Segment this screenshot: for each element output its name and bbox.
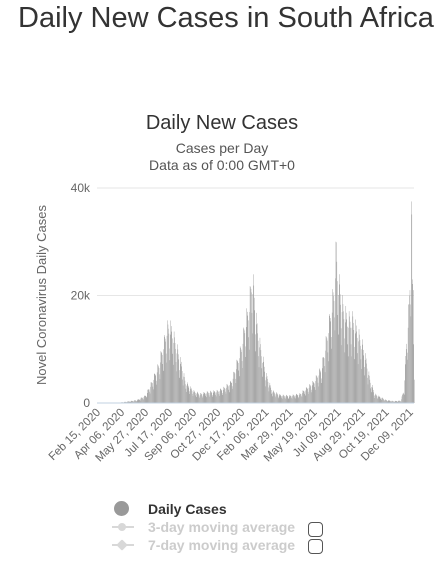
legend-line-diamond-icon — [112, 537, 142, 553]
y-tick-label: 0 — [83, 396, 90, 410]
chart-subtitle-line-2: Data as of 0:00 GMT+0 — [149, 157, 295, 173]
toggle-3-day-average-checkbox[interactable] — [308, 522, 323, 537]
daily-cases-chart: Daily New Cases Cases per Day Data as of… — [34, 112, 416, 465]
y-tick-label: 40k — [71, 181, 91, 195]
chart-legend: Daily Cases 3-day moving average 7-day m… — [112, 500, 432, 554]
legend-label-7-day-average: 7-day moving average — [148, 537, 296, 553]
legend-label-daily-cases: Daily Cases — [148, 501, 227, 517]
chart-title: Daily New Cases — [146, 112, 298, 134]
y-tick-labels: 0 20k 40k — [71, 181, 91, 410]
bars — [97, 201, 415, 404]
legend-line-dot-icon — [112, 519, 142, 535]
legend-item-7-day-average[interactable]: 7-day moving average — [112, 536, 432, 554]
y-tick-label: 20k — [71, 289, 91, 303]
y-axis-label: Novel Coronavirus Daily Cases — [34, 205, 49, 385]
legend-label-3-day-average: 3-day moving average — [148, 519, 296, 535]
gridlines — [97, 187, 414, 296]
toggle-7-day-average-checkbox[interactable] — [308, 539, 323, 554]
legend-dot-icon — [112, 501, 142, 517]
chart-subtitle-line-1: Cases per Day — [176, 140, 269, 156]
legend-item-3-day-average[interactable]: 3-day moving average — [112, 518, 432, 537]
page-title: Daily New Cases in South Africa — [18, 2, 434, 34]
legend-item-daily-cases[interactable]: Daily Cases — [112, 500, 432, 518]
